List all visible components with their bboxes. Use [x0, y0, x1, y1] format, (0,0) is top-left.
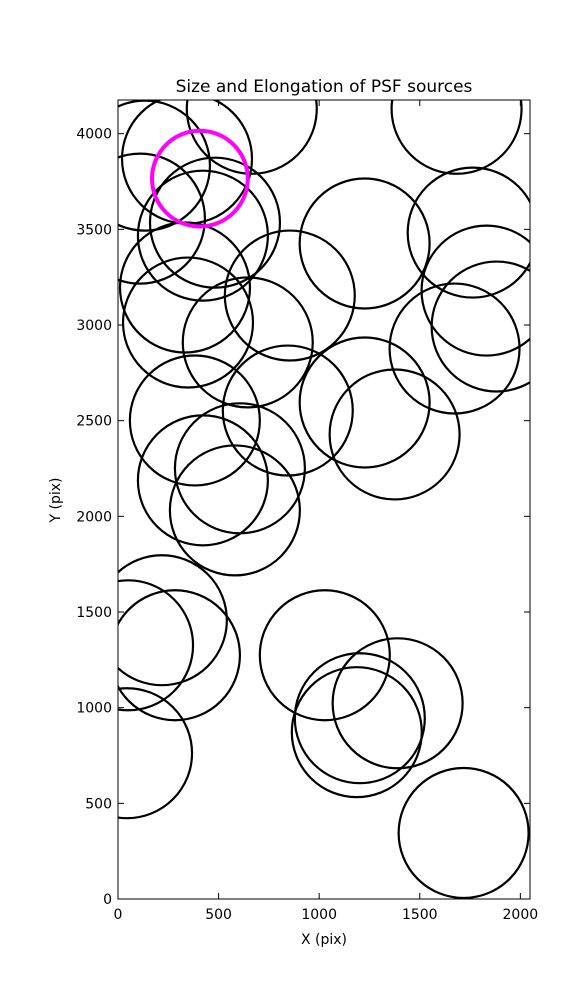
plot-area	[118, 100, 530, 899]
x-tick-label: 0	[114, 907, 123, 923]
source-ellipse	[118, 100, 212, 232]
source-ellipse	[221, 344, 354, 477]
source-ellipse	[331, 637, 464, 770]
y-tick-label: 2000	[76, 509, 112, 525]
y-axis-label: Y (pix)	[48, 478, 64, 524]
source-ellipse	[149, 128, 250, 229]
y-tick-label: 0	[103, 892, 112, 908]
chart-title: Size and Elongation of PSF sources	[176, 77, 473, 97]
source-ellipse	[121, 256, 255, 389]
source-ellipse	[136, 414, 269, 547]
source-ellipse	[298, 336, 431, 469]
source-ellipse	[181, 276, 314, 409]
plot-frame	[117, 99, 531, 900]
x-tick-label: 2000	[503, 907, 539, 923]
source-ellipse	[406, 166, 530, 299]
source-ellipse	[168, 444, 301, 577]
source-ellipse	[118, 554, 228, 687]
x-tick-label: 500	[205, 907, 232, 923]
y-tick-label: 500	[85, 796, 112, 812]
y-tick-label: 1000	[76, 701, 112, 717]
y-tick-label: 2500	[76, 414, 112, 430]
source-ellipse	[430, 260, 530, 393]
x-tick-label: 1500	[402, 907, 438, 923]
source-ellipse	[136, 169, 269, 302]
source-ellipse	[118, 152, 206, 285]
source-ellipse	[293, 652, 426, 785]
source-ellipse	[118, 687, 194, 820]
source-ellipse	[118, 589, 241, 722]
source-ellipse	[258, 589, 391, 722]
source-ellipse	[328, 368, 461, 501]
source-ellipse	[420, 224, 530, 357]
source-ellipse	[390, 100, 523, 175]
source-ellipse	[290, 666, 423, 799]
y-tick-label: 3500	[76, 222, 112, 238]
x-tick-label: 1000	[301, 907, 337, 923]
y-tick-label: 1500	[76, 605, 112, 621]
source-ellipse	[185, 100, 318, 175]
source-ellipse	[223, 229, 356, 362]
source-ellipse	[298, 177, 431, 310]
y-tick-label: 4000	[76, 127, 112, 143]
source-ellipse	[118, 579, 195, 712]
x-axis-label: X (pix)	[301, 932, 347, 948]
source-ellipse	[148, 156, 282, 289]
source-ellipse	[397, 766, 530, 899]
source-ellipse	[128, 354, 261, 487]
y-tick-label: 3000	[76, 318, 112, 334]
source-ellipse	[388, 282, 521, 415]
